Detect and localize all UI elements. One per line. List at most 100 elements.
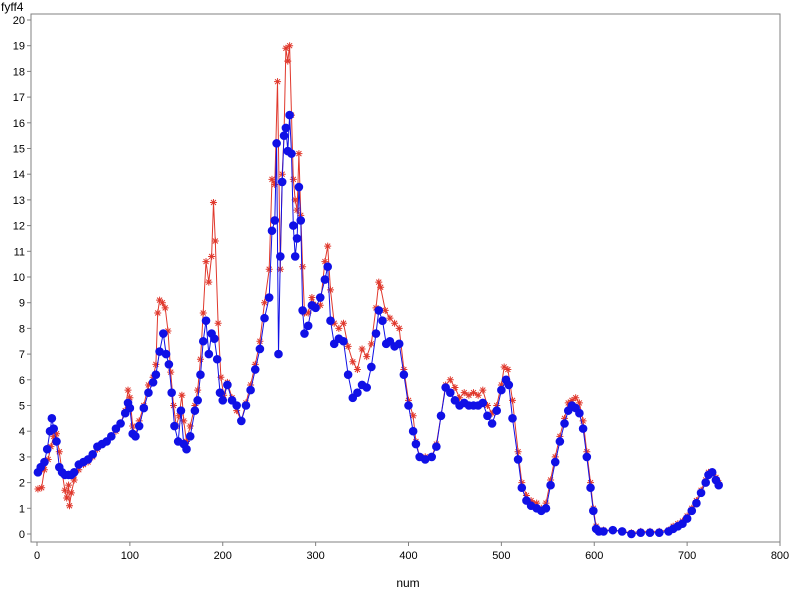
data-point [215, 388, 225, 397]
data-point [470, 389, 478, 397]
data-point [436, 411, 446, 421]
data-point [205, 278, 213, 286]
data-point [274, 349, 283, 359]
data-point [654, 528, 664, 538]
data-point [52, 437, 61, 446]
y-tick-label: 6 [19, 375, 25, 387]
data-point [517, 483, 527, 493]
data-point [290, 252, 300, 261]
y-tick-label: 12 [13, 221, 25, 233]
data-point [134, 421, 144, 431]
data-point [311, 303, 320, 313]
data-point [330, 319, 338, 327]
data-point [180, 417, 188, 425]
data-point [292, 234, 302, 243]
y-tick-label: 15 [13, 144, 25, 156]
data-point [483, 411, 492, 421]
data-point [445, 388, 455, 397]
y-tick-label: 2 [19, 478, 25, 490]
data-point [504, 380, 514, 390]
data-point [161, 349, 171, 359]
data-point [300, 329, 309, 338]
data-point [460, 389, 468, 397]
data-point [533, 499, 541, 507]
data-point [578, 424, 588, 433]
data-point [344, 342, 352, 350]
data-point [326, 286, 334, 294]
data-point [289, 221, 298, 230]
data-point [214, 319, 222, 327]
data-point [196, 355, 204, 363]
data-point [446, 376, 454, 384]
data-point [335, 324, 343, 332]
data-point [185, 432, 195, 441]
data-point [135, 417, 143, 425]
data-point [164, 327, 172, 335]
data-point [682, 514, 692, 523]
data-point [692, 498, 701, 508]
x-tick-label: 300 [306, 550, 324, 562]
data-point [217, 373, 225, 381]
data-point [514, 448, 522, 456]
data-point [547, 476, 555, 484]
data-point [107, 432, 116, 441]
data-point [124, 386, 132, 394]
data-point [256, 337, 264, 345]
data-point [193, 396, 202, 405]
data-point [483, 402, 491, 409]
data-point [315, 293, 325, 302]
data-point [289, 175, 297, 183]
data-point [349, 358, 357, 366]
data-point [627, 529, 636, 539]
data-point [542, 499, 550, 507]
data-point [493, 402, 501, 409]
data-point [144, 388, 153, 397]
x-tick-label: 400 [399, 550, 417, 562]
x-tick-label: 600 [585, 550, 603, 562]
y-tick-label: 11 [14, 246, 25, 258]
data-point [316, 301, 324, 309]
data-point [204, 349, 214, 359]
data-point [508, 414, 517, 423]
data-point [75, 466, 83, 474]
data-point [126, 394, 134, 402]
y-tick-label: 0 [19, 529, 25, 541]
data-point [175, 412, 183, 420]
data-point [67, 489, 75, 497]
data-point [50, 432, 58, 440]
data-point [190, 406, 200, 415]
data-point [42, 444, 52, 454]
data-point [518, 479, 526, 487]
data-point [167, 388, 176, 397]
data-point [551, 453, 559, 461]
data-point [386, 314, 394, 322]
data-point [701, 478, 711, 487]
data-point [487, 419, 497, 428]
data-point [550, 457, 560, 467]
data-point [210, 334, 219, 343]
data-point [255, 344, 265, 354]
data-point [645, 528, 655, 538]
data-point [497, 385, 506, 395]
data-point [560, 419, 569, 428]
data-point [284, 57, 292, 65]
y-tick-label: 3 [19, 452, 25, 464]
data-point [497, 381, 505, 389]
y-tick-label: 13 [13, 195, 25, 207]
y-tick-label: 7 [19, 349, 25, 361]
data-point [394, 339, 404, 349]
data-point [144, 381, 152, 389]
data-point [65, 481, 73, 489]
data-point [295, 150, 303, 158]
data-point [260, 313, 269, 323]
data-point [478, 398, 488, 408]
y-tick-label: 1 [19, 503, 25, 515]
data-point [53, 430, 61, 438]
data-point [568, 396, 576, 404]
data-point [513, 455, 523, 464]
data-point [176, 406, 186, 415]
data-point [363, 353, 371, 361]
data-point [198, 336, 208, 346]
data-point [271, 180, 279, 188]
data-point [474, 391, 482, 399]
